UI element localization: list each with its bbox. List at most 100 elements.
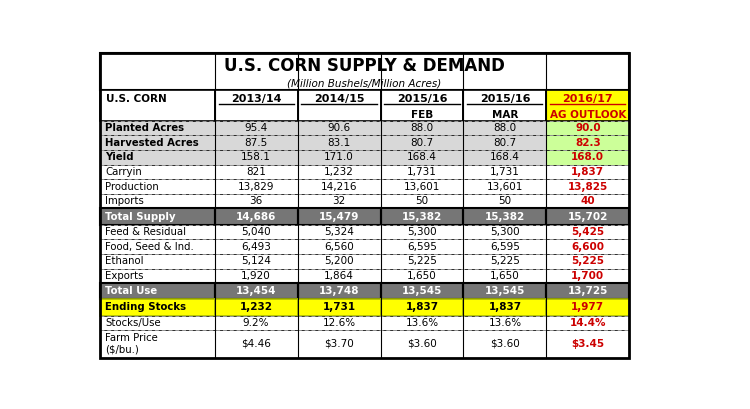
Bar [298,90,380,121]
Bar [100,299,214,315]
Bar [298,254,380,269]
Bar [380,150,464,164]
Text: 5,300: 5,300 [407,227,436,237]
Bar [214,330,298,358]
Bar [100,269,214,283]
Text: FEB: FEB [411,110,433,119]
Bar [464,164,546,179]
Bar [100,135,214,150]
Text: 5,324: 5,324 [324,227,354,237]
Bar [464,194,546,209]
Bar [100,225,214,239]
Text: 5,225: 5,225 [407,256,437,266]
Text: Total Use: Total Use [105,286,158,296]
Text: 15,479: 15,479 [319,211,359,222]
Text: Total Supply: Total Supply [105,211,176,222]
Text: 88.0: 88.0 [410,123,434,133]
Text: (Million Bushels/Million Acres): (Million Bushels/Million Acres) [287,79,442,89]
Bar [380,283,464,299]
Text: 5,300: 5,300 [490,227,520,237]
Text: Yield: Yield [105,152,134,162]
Bar [380,299,464,315]
Text: Harvested Acres: Harvested Acres [105,138,200,148]
Text: 2014/15: 2014/15 [314,94,364,104]
Bar [298,239,380,254]
Text: Ending Stocks: Ending Stocks [105,302,187,312]
Text: 1,731: 1,731 [322,302,356,312]
Bar [380,315,464,330]
Text: 158.1: 158.1 [242,152,271,162]
Bar [100,179,214,194]
Text: 5,225: 5,225 [572,256,604,266]
Text: 6,560: 6,560 [324,242,354,252]
Text: AG OUTLOOK: AG OUTLOOK [550,110,626,119]
Text: 6,600: 6,600 [572,242,604,252]
Text: 15,382: 15,382 [484,211,525,222]
Text: 83.1: 83.1 [328,138,351,148]
Bar [298,225,380,239]
Bar [214,90,298,121]
Text: Exports: Exports [105,271,144,281]
Bar [546,135,629,150]
Text: Production: Production [105,182,159,191]
Text: 2013/14: 2013/14 [231,94,281,104]
Bar [464,225,546,239]
Text: 88.0: 88.0 [494,123,517,133]
Bar [546,299,629,315]
Text: $3.60: $3.60 [490,339,520,349]
Text: Stocks/Use: Stocks/Use [105,318,161,328]
Text: 1,977: 1,977 [572,302,604,312]
Bar [464,179,546,194]
Bar [464,315,546,330]
Text: 14,686: 14,686 [236,211,276,222]
Bar [298,194,380,209]
Text: 1,232: 1,232 [239,302,272,312]
Bar [380,239,464,254]
Bar [214,315,298,330]
Text: 82.3: 82.3 [575,138,601,148]
Bar [100,254,214,269]
Text: 13,601: 13,601 [487,182,523,191]
Bar [546,90,629,121]
Text: 1,650: 1,650 [407,271,436,281]
Text: MAR: MAR [492,110,518,119]
Bar [380,194,464,209]
Text: 13,829: 13,829 [238,182,274,191]
Bar [546,164,629,179]
Bar [100,194,214,209]
Text: 13,454: 13,454 [236,286,276,296]
Bar [298,269,380,283]
Text: Feed & Residual: Feed & Residual [105,227,186,237]
Text: 14,216: 14,216 [321,182,357,191]
Bar [380,179,464,194]
Text: Planted Acres: Planted Acres [105,123,184,133]
Bar [298,150,380,164]
Bar [100,209,214,225]
Text: 13,825: 13,825 [568,182,608,191]
Bar [380,269,464,283]
Text: 13,725: 13,725 [568,286,608,296]
Bar [214,283,298,299]
Bar [546,150,629,164]
Bar [380,254,464,269]
Text: 13,545: 13,545 [484,286,525,296]
Text: 1,731: 1,731 [490,167,520,177]
Text: Ethanol: Ethanol [105,256,144,266]
Bar [298,209,380,225]
Bar [214,225,298,239]
Bar [100,90,214,121]
Text: 5,225: 5,225 [490,256,520,266]
Text: $3.45: $3.45 [572,339,604,349]
Text: Imports: Imports [105,196,144,206]
Bar [464,239,546,254]
Bar [214,209,298,225]
Bar [298,330,380,358]
Text: 9.2%: 9.2% [243,318,269,328]
Bar [298,179,380,194]
Bar [214,299,298,315]
Bar [380,225,464,239]
Bar [464,121,546,135]
Bar [380,164,464,179]
Bar [546,121,629,135]
Bar [100,121,214,135]
